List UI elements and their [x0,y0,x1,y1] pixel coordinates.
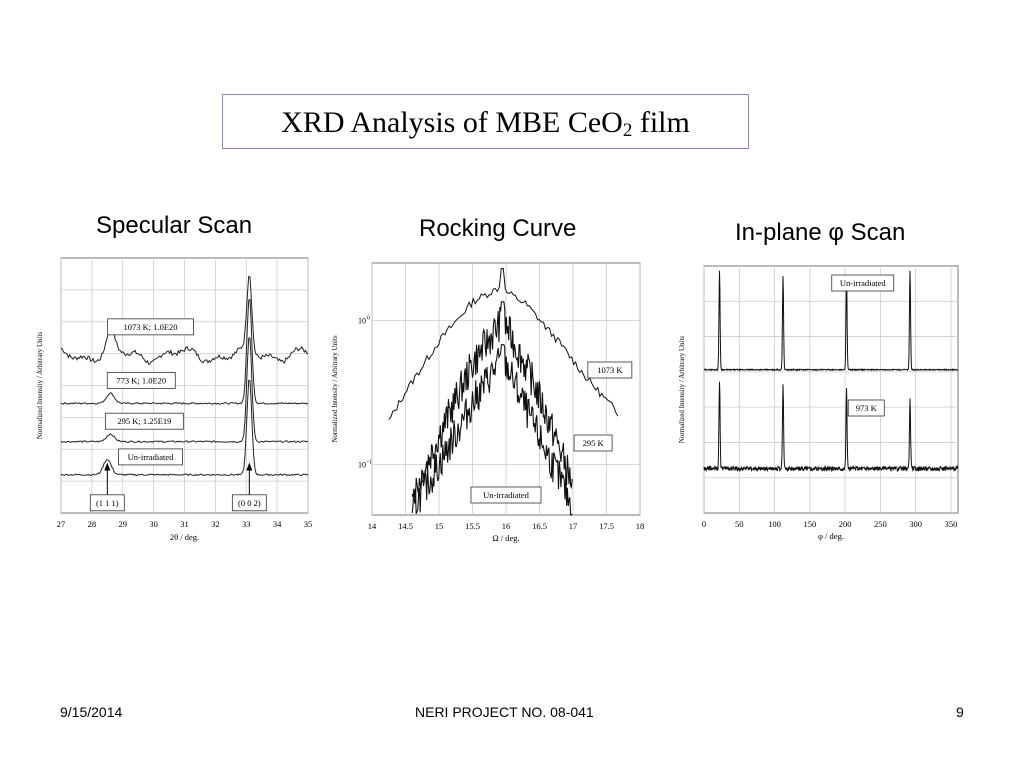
series-label: 295 K; 1.25E19 [117,416,171,426]
rocking-curve-heading: Rocking Curve [419,215,577,242]
x-axis-label: φ / deg. [818,531,844,541]
x-tick-label: 18 [636,521,645,531]
peak-annotation-box [231,494,267,512]
series-label: 973 K [856,403,878,413]
x-tick-label: 30 [149,519,158,529]
x-tick-label: 50 [735,519,744,529]
y-tick-exponent: 0 [367,316,370,322]
y-axis-label: Normalized Intensity / Arbitrary Units [36,332,44,440]
x-tick-label: 250 [874,519,887,529]
specular-scan-chart: 27 28 29 30 31 32 33 34 35 2θ / deg. Normalized In… [36,257,313,542]
peak-annotation: (0 0 2) [238,498,261,508]
series-label-box [831,274,895,292]
series-label-box [587,361,633,379]
series-label: 1073 K; 1.0E20 [123,322,177,332]
x-tick-label: 35 [304,519,313,529]
series-line [703,270,959,372]
x-tick-label: 28 [88,519,97,529]
x-tick-label: 0 [702,519,706,529]
series-line [411,301,573,514]
series-label: Un-irradiated [840,278,887,288]
x-tick-label: 29 [119,519,128,529]
series-line [60,337,309,444]
x-tick-label: 31 [180,519,189,529]
x-axis-label: 2θ / deg. [170,532,199,542]
y-tick-label: 10 [358,317,366,326]
x-tick-label: 17.5 [599,521,614,531]
y-tick-label: 10 [358,461,366,470]
series-label-box [107,318,194,336]
footer-project: NERI PROJECT NO. 08-041 [415,704,594,720]
x-tick-label: 16 [502,521,511,531]
slide-title-subscript: 2 [622,120,633,141]
series-label: 295 K [583,438,605,448]
x-tick-label: 300 [909,519,922,529]
series-label-box [104,412,184,430]
series-line [60,379,309,477]
series-label-box [470,486,542,504]
peak-annotation-box [89,494,125,512]
footer-page-number: 9 [956,704,964,720]
plot-frame [703,265,959,514]
series-line [60,275,309,365]
y-axis-label: Normalized Intensity / Arbitrary Units [331,335,339,443]
x-tick-label: 14 [368,521,377,531]
series-line [411,344,573,516]
series-label: Un-irradiated [128,452,175,462]
x-tick-label: 14.5 [398,521,413,531]
x-tick-label: 33 [242,519,251,529]
x-tick-label: 350 [945,519,958,529]
slide-title-main: XRD Analysis of MBE CeO [281,106,623,139]
series-line [703,381,959,473]
peak-arrow-head [246,462,253,471]
series-label: 1073 K [597,365,623,375]
series-label: 773 K; 1.0E20 [116,375,166,385]
x-tick-label: 17 [569,521,578,531]
x-tick-label: 16.5 [532,521,547,531]
x-axis-label: Ω / deg. [492,533,519,543]
series-label-box [106,372,176,389]
x-tick-label: 32 [211,519,220,529]
phi-scan-chart: 0 50 100 150 200 250 300 350 φ / deg. Normalized … [678,265,959,541]
peak-annotation: (1 1 1) [96,498,119,508]
peak-arrow-head [104,462,111,471]
footer-date: 9/15/2014 [60,704,123,720]
slide-title-box: XRD Analysis of MBE CeO2 film [222,94,749,149]
series-label-box [573,434,613,452]
series-label-box [847,399,885,417]
y-axis-label: Normalized Intensity / Arbitrary Units [678,336,686,444]
series-label: Un-irradiated [483,490,530,500]
x-tick-label: 200 [839,519,852,529]
slide-title-end: film [632,106,690,139]
x-tick-label: 27 [57,519,66,529]
phi-scan-heading: In-plane φ Scan [735,219,906,246]
x-tick-label: 34 [273,519,282,529]
x-tick-label: 15.5 [465,521,480,531]
rocking-curve-chart: 14 14.5 15 15.5 16 16.5 17 17.5 18 Ω / deg. Normal… [331,262,645,543]
x-tick-label: 100 [768,519,781,529]
series-label-box [118,448,183,466]
specular-scan-heading: Specular Scan [96,212,253,239]
series-line [388,268,619,420]
y-tick-exponent: -1 [367,460,372,466]
x-tick-label: 15 [435,521,444,531]
series-line [60,298,309,405]
x-tick-label: 150 [803,519,816,529]
slide-title: XRD Analysis of MBE CeO2 film [281,106,690,141]
